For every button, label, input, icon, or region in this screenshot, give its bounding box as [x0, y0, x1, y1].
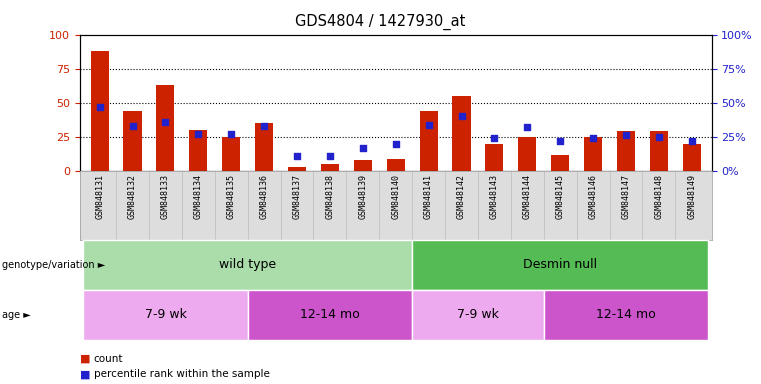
Point	[620, 132, 632, 139]
Text: GSM848139: GSM848139	[358, 174, 368, 219]
Point	[193, 131, 205, 137]
Bar	[486, 144, 504, 171]
Text: 7-9 wk: 7-9 wk	[457, 308, 499, 321]
Bar	[453, 96, 470, 171]
Text: GSM848141: GSM848141	[424, 174, 433, 219]
Point	[554, 138, 566, 144]
Text: GSM848138: GSM848138	[326, 174, 334, 219]
Text: GSM848131: GSM848131	[95, 174, 104, 219]
Bar	[288, 167, 306, 171]
Text: ■: ■	[80, 354, 94, 364]
Point	[489, 135, 501, 141]
Point	[587, 135, 599, 141]
Point	[291, 153, 303, 159]
Text: GSM848144: GSM848144	[523, 174, 532, 219]
Bar	[354, 160, 372, 171]
Bar	[584, 137, 602, 171]
Point	[422, 121, 435, 127]
Bar	[683, 144, 701, 171]
Point	[324, 153, 336, 159]
Point	[455, 113, 467, 119]
Bar	[83, 290, 247, 340]
Point	[357, 145, 369, 151]
Bar	[650, 131, 668, 171]
Text: wild type: wild type	[219, 258, 276, 271]
Bar	[387, 159, 405, 171]
Text: GSM848148: GSM848148	[654, 174, 664, 219]
Point	[521, 124, 533, 130]
Point	[94, 104, 106, 110]
Text: 12-14 mo: 12-14 mo	[596, 308, 656, 321]
Point	[126, 123, 139, 129]
Bar	[157, 85, 174, 171]
Text: GSM848133: GSM848133	[161, 174, 170, 219]
Bar	[518, 137, 537, 171]
Bar	[255, 123, 273, 171]
Bar	[222, 137, 240, 171]
Point	[686, 138, 698, 144]
Text: GSM848142: GSM848142	[457, 174, 466, 219]
Text: GSM848143: GSM848143	[490, 174, 499, 219]
Text: GSM848140: GSM848140	[391, 174, 400, 219]
Bar	[412, 290, 544, 340]
Text: GSM848149: GSM848149	[687, 174, 696, 219]
Text: Desmin null: Desmin null	[523, 258, 597, 271]
Text: percentile rank within the sample: percentile rank within the sample	[94, 369, 269, 379]
Text: GSM848147: GSM848147	[622, 174, 631, 219]
Text: GSM848146: GSM848146	[588, 174, 597, 219]
Text: GSM848135: GSM848135	[227, 174, 236, 219]
Bar	[544, 290, 708, 340]
Bar	[83, 240, 412, 290]
Text: GSM848145: GSM848145	[556, 174, 565, 219]
Text: ■: ■	[80, 369, 94, 379]
Text: 12-14 mo: 12-14 mo	[300, 308, 360, 321]
Text: age ►: age ►	[2, 310, 31, 320]
Bar	[412, 240, 708, 290]
Text: genotype/variation ►: genotype/variation ►	[2, 260, 106, 270]
Text: 7-9 wk: 7-9 wk	[145, 308, 186, 321]
Bar	[247, 290, 412, 340]
Bar	[419, 111, 438, 171]
Point	[653, 134, 665, 140]
Bar	[321, 164, 339, 171]
Point	[225, 131, 237, 137]
Text: count: count	[94, 354, 123, 364]
Bar	[123, 111, 142, 171]
Point	[258, 123, 270, 129]
Point	[390, 141, 402, 147]
Bar	[91, 51, 109, 171]
Text: GSM848134: GSM848134	[194, 174, 203, 219]
Bar	[189, 130, 208, 171]
Text: GSM848132: GSM848132	[128, 174, 137, 219]
Text: GSM848136: GSM848136	[260, 174, 269, 219]
Bar	[617, 131, 635, 171]
Text: GSM848137: GSM848137	[292, 174, 301, 219]
Point	[159, 119, 171, 125]
Bar	[551, 154, 569, 171]
Text: GDS4804 / 1427930_at: GDS4804 / 1427930_at	[295, 13, 466, 30]
